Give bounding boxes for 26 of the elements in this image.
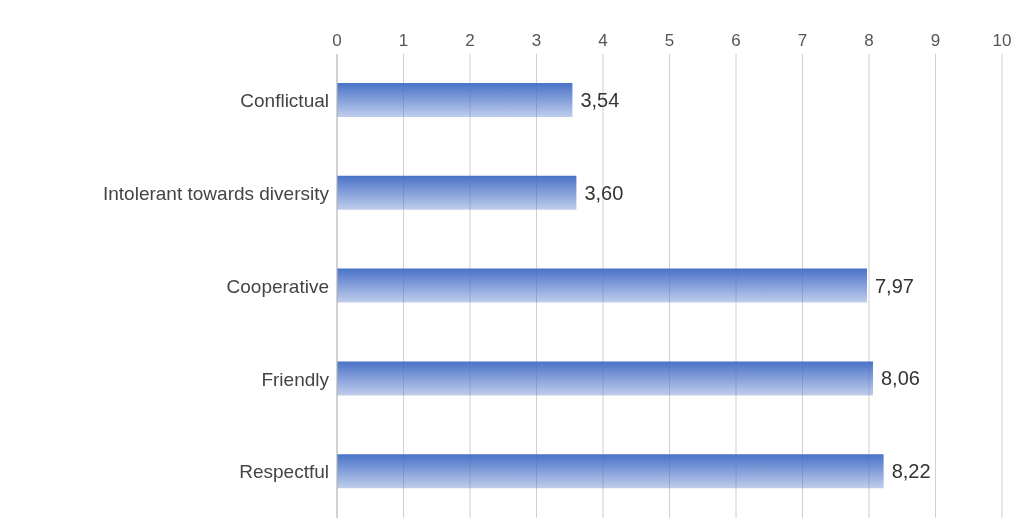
y-tick-label: Friendly bbox=[261, 368, 330, 390]
data-label: 8,22 bbox=[891, 460, 931, 483]
bar bbox=[337, 361, 873, 396]
x-tick-label: 6 bbox=[731, 31, 741, 50]
x-tick-label: 0 bbox=[332, 31, 342, 50]
bar bbox=[337, 83, 573, 117]
x-tick-label: 3 bbox=[531, 31, 542, 50]
y-tick-label: Respectful bbox=[239, 461, 329, 483]
x-tick-label: 7 bbox=[797, 31, 808, 50]
y-tick-label: Intolerant towards diversity bbox=[103, 182, 330, 204]
x-tick-label: 8 bbox=[864, 31, 874, 50]
bar bbox=[337, 268, 868, 303]
x-tick-label: 5 bbox=[664, 31, 675, 50]
data-label: 7,97 bbox=[875, 274, 914, 297]
x-tick-label: 1 bbox=[398, 31, 409, 50]
y-tick-label: Cooperative bbox=[226, 275, 329, 297]
bar bbox=[337, 454, 884, 489]
data-label: 8,06 bbox=[880, 367, 920, 390]
x-tick-label: 2 bbox=[465, 31, 475, 50]
data-label: 3,54 bbox=[580, 89, 620, 111]
x-tick-label: 10 bbox=[992, 31, 1012, 50]
x-tick-label: 9 bbox=[930, 31, 941, 50]
data-label: 3,60 bbox=[584, 181, 624, 204]
bar bbox=[337, 175, 577, 210]
y-tick-label: Conflictual bbox=[240, 90, 329, 112]
x-tick-label: 4 bbox=[598, 31, 608, 50]
